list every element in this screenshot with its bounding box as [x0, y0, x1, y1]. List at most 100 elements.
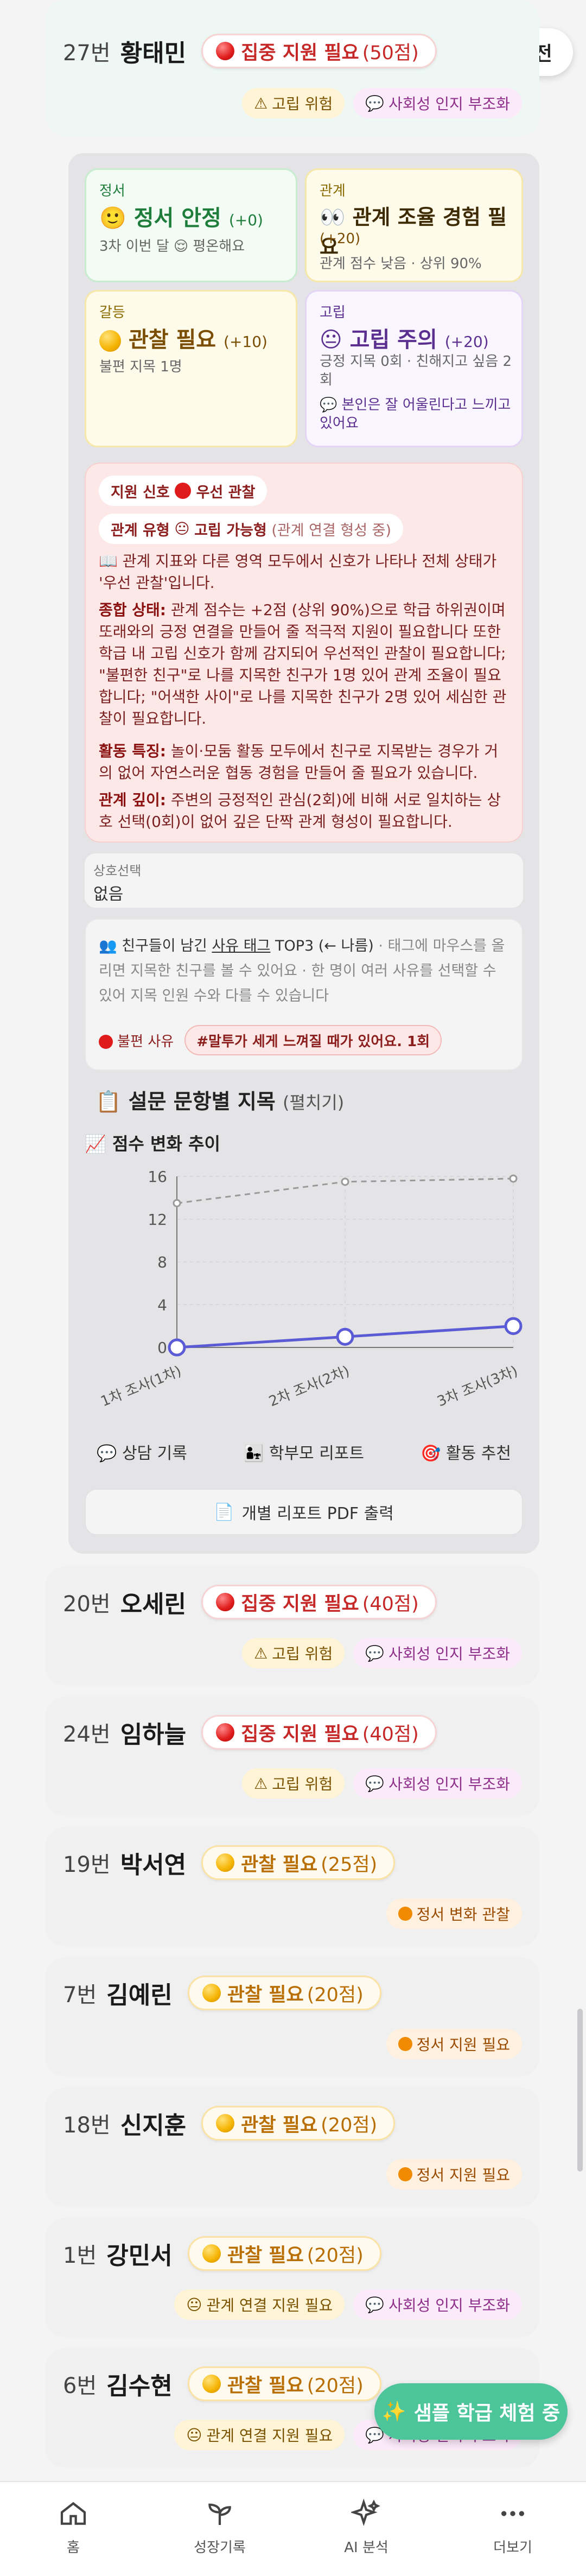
nav-home[interactable]: 홈 — [0, 2482, 146, 2576]
student-card-27[interactable]: 27번 황태민 집중 지원 필요 (50점) ⚠ 고립 위험 💬 사회성 인지 부조… — [46, 0, 539, 136]
tag-social: 💬사회성 인지 부조화 — [353, 1768, 522, 1799]
neutral-face-icon: 😐 — [174, 520, 190, 537]
orange-circle-icon — [398, 2167, 412, 2181]
sample-class-button[interactable]: ✨ 샘플 학급 체험 중 — [374, 2383, 568, 2440]
tag-relation: 😐 관계 연결 지원 필요 — [174, 2289, 345, 2320]
student-number: 7번 — [63, 1983, 97, 2008]
student-card-19[interactable]: 19번 박서연 관찰 필요 (25점) 정서 변화 관찰 — [46, 1827, 539, 1946]
relation-type-pill: 관계 유형 😐 고립 가능형 (관계 연결 형성 중) — [99, 514, 404, 544]
bottom-nav: 홈 성장기록 AI 분석 더보기 — [0, 2481, 586, 2576]
red-circle-icon — [175, 483, 192, 499]
red-circle-icon — [216, 1593, 235, 1611]
neutral-face-icon: 😐 — [186, 2295, 202, 2314]
nav-growth[interactable]: 성장기록 — [146, 2482, 293, 2576]
student-name: 김예린 — [106, 1982, 173, 2009]
mutual-selection: 상호선택 없음 — [85, 853, 523, 908]
student-detail-panel: 정서 🙂 정서 안정 (+0) 3차 이번 달 😌 평온해요 관계 👀 관계 조… — [68, 153, 539, 1554]
data-point-0 — [336, 1327, 354, 1346]
status-badge: 관찰 필요 (20점) — [187, 2236, 381, 2271]
status-badge: 관찰 필요 (20점) — [201, 2106, 396, 2141]
nav-ai[interactable]: AI 분석 — [293, 2482, 440, 2576]
warning-icon: ⚠ — [254, 1644, 268, 1662]
data-point-1 — [173, 1199, 181, 1207]
yellow-circle-icon — [202, 2244, 221, 2263]
clipboard-icon: 📋 — [95, 1090, 122, 1113]
data-point-0 — [168, 1338, 186, 1357]
speech-bubble-icon: 💬 — [365, 1644, 385, 1662]
warning-icon: ⚠ — [254, 1774, 268, 1793]
student-card-1[interactable]: 1번 강민서 관찰 필요 (20점) 😐 관계 연결 지원 필요 💬 사회성 인지 부… — [46, 2218, 539, 2337]
sprout-icon — [208, 2503, 231, 2525]
tag-isolation: ⚠ 고립 위험 — [242, 88, 345, 118]
x-tick-label: 3차 조사(3차) — [435, 1363, 520, 1410]
student-number: 24번 — [63, 1722, 111, 1747]
x-tick-label: 1차 조사(1차) — [99, 1363, 184, 1410]
student-name: 박서연 — [120, 1851, 187, 1879]
yellow-circle-icon — [99, 330, 121, 352]
activity-recommend-button[interactable]: 🎯 활동 추천 — [421, 1444, 511, 1463]
student-name: 임하늘 — [120, 1721, 187, 1749]
status-badge: 집중 지원 필요 (40점) — [201, 1715, 437, 1750]
student-card-24[interactable]: 24번 임하늘 집중 지원 필요 (40점) ⚠ 고립 위험 💬 사회성 인지 부조화 — [46, 1697, 539, 1816]
y-tick-label: 0 — [157, 1339, 167, 1357]
student-card-6[interactable]: 6번 김수현 관찰 필요(20점) 😐관계 연결 지원 필요 💬사회성 인지 부… — [46, 2348, 539, 2467]
student-card-7[interactable]: 7번 김예린 관찰 필요 (20점) 정서 지원 필요 — [46, 1957, 539, 2077]
status-badge: 관찰 필요 (20점) — [187, 2366, 381, 2401]
counsel-record-button[interactable]: 💬 상담 기록 — [97, 1444, 187, 1463]
data-point-1 — [341, 1178, 349, 1186]
emotion-box: 정서 🙂 정서 안정 (+0) 3차 이번 달 😌 평온해요 — [85, 168, 297, 282]
eyes-icon: 👀 — [320, 205, 346, 229]
trend-chart: 0 4 8 12 16 1차 조사(1차) 2차 조사(2차) 3차 조사(3차) — [99, 1168, 523, 1410]
tag-emotion: 정서 지원 필요 — [386, 2159, 522, 2189]
student-name: 김수현 — [106, 2372, 173, 2400]
student-name: 오세린 — [120, 1591, 187, 1618]
student-card-20[interactable]: 20번 오세린 집중 지원 필요 (40점) ⚠ 고립 위험 💬 사회성 인지 부조화 — [46, 1566, 539, 1686]
people-icon: 👥 — [99, 938, 117, 954]
tag-isolation: ⚠ 고립 위험 — [242, 1768, 345, 1799]
pdf-export-button[interactable]: 📄 개별 리포트 PDF 출력 — [85, 1489, 523, 1535]
status-badge: 관찰 필요 (25점) — [201, 1845, 396, 1880]
red-circle-icon — [216, 1723, 235, 1742]
more-dots-icon — [501, 2511, 524, 2516]
trend-title: 📈 점수 변화 추이 — [85, 1134, 220, 1154]
student-number: 6번 — [63, 2374, 97, 2398]
speech-bubble-icon: 💬 — [365, 2295, 385, 2314]
red-circle-icon — [216, 42, 235, 60]
scrollbar[interactable] — [577, 2009, 583, 2172]
yellow-circle-icon — [216, 2114, 235, 2132]
neutral-face-icon: 😐 — [320, 327, 342, 352]
student-number: 18번 — [63, 2113, 111, 2138]
action-row: 💬 상담 기록 👨‍👧 학부모 리포트 🎯 활동 추천 — [68, 1440, 539, 1464]
support-signal-box: 지원 신호 우선 관찰 관계 유형 😐 고립 가능형 (관계 연결 형성 중) … — [85, 463, 523, 843]
reason-category: 불편 사유 — [99, 1030, 174, 1050]
chart-icon: 📈 — [85, 1134, 106, 1154]
red-circle-icon — [99, 1035, 113, 1049]
reason-tag[interactable]: #말투가 세게 느껴질 때가 있어요. 1회 — [184, 1025, 442, 1055]
student-number: 19번 — [63, 1852, 111, 1877]
relation-box: 관계 👀 관계 조율 경험 필요 (+20) 관계 점수 낮음 · 상위 90% — [305, 168, 523, 282]
yellow-circle-icon — [202, 2375, 221, 2393]
speech-bubble-icon: 💬 — [97, 1444, 117, 1463]
survey-toggle[interactable]: 📋 설문 문항별 지목 (펼치기) — [95, 1090, 345, 1113]
book-icon: 📖 — [99, 552, 118, 570]
neutral-face-icon: 😐 — [186, 2426, 202, 2444]
y-tick-label: 8 — [157, 1254, 167, 1271]
x-tick-label: 2차 조사(2차) — [267, 1363, 352, 1410]
yellow-circle-icon — [202, 1984, 221, 2002]
warning-icon: ⚠ — [254, 94, 268, 112]
family-icon: 👨‍👧 — [243, 1444, 264, 1463]
student-number: 20번 — [63, 1592, 111, 1617]
tag-relation: 😐 관계 연결 지원 필요 — [174, 2420, 345, 2450]
student-name: 황태민 — [120, 40, 187, 67]
sparkle-icon: ✨ — [381, 2401, 406, 2423]
data-point-1 — [509, 1174, 518, 1183]
nav-more[interactable]: 더보기 — [440, 2482, 586, 2576]
parent-report-button[interactable]: 👨‍👧 학부모 리포트 — [243, 1444, 364, 1463]
smile-icon: 🙂 — [99, 206, 126, 231]
target-icon: 🎯 — [421, 1444, 441, 1463]
student-card-18[interactable]: 18번 신지훈 관찰 필요 (20점) 정서 지원 필요 — [46, 2087, 539, 2207]
yellow-circle-icon — [216, 1853, 235, 1872]
tag-social: 💬사회성 인지 부조화 — [353, 1638, 522, 1668]
speech-bubble-icon: 💬 — [365, 94, 385, 112]
speech-bubble-icon: 💬 — [365, 1774, 385, 1793]
